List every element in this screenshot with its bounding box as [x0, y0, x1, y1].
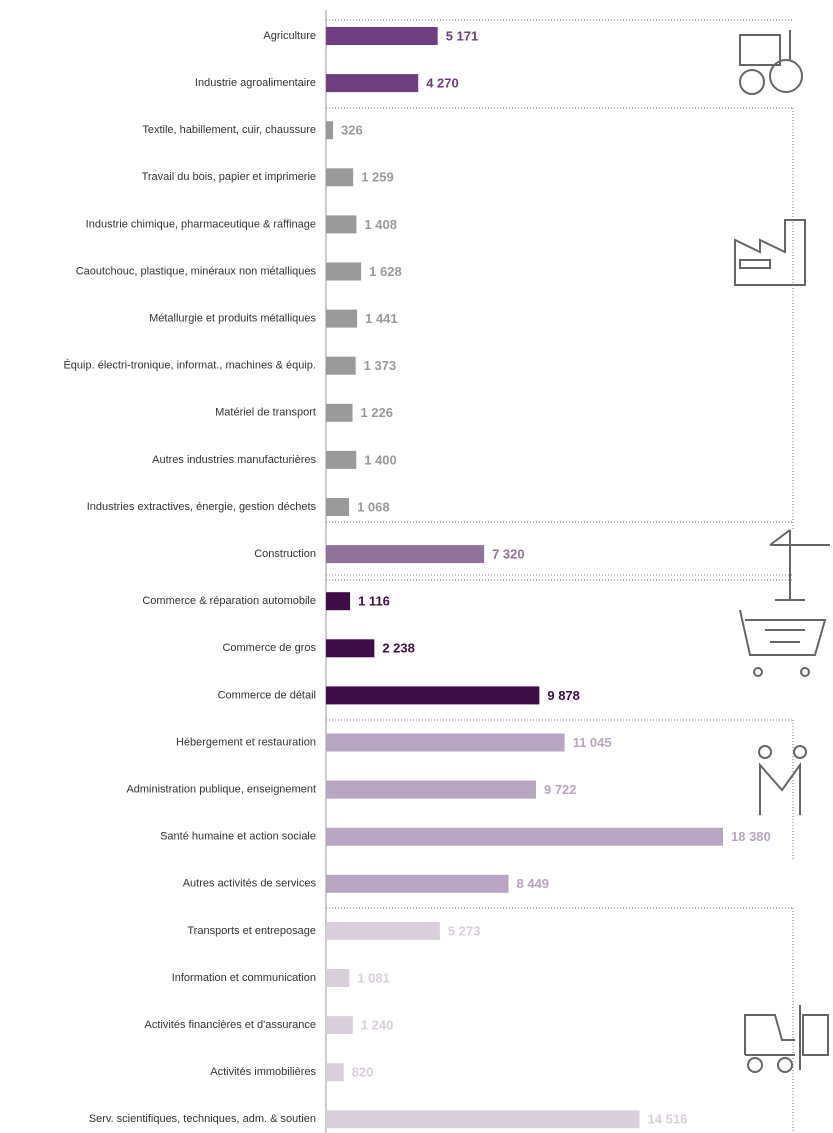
bar	[326, 1016, 353, 1035]
value-label: 1 628	[369, 264, 402, 279]
bar	[326, 309, 358, 328]
value-label: 7 320	[492, 547, 525, 562]
category-label: Hébergement et restauration	[176, 736, 316, 748]
value-label: 9 722	[544, 782, 577, 797]
category-label: Industrie agroalimentaire	[195, 77, 316, 89]
category-label: Commerce de détail	[218, 689, 316, 701]
value-label: 14 516	[648, 1112, 688, 1127]
category-label: Travail du bois, papier et imprimerie	[142, 171, 316, 183]
category-label: Industries extractives, énergie, gestion…	[87, 501, 317, 513]
category-label: Transports et entreposage	[187, 925, 316, 937]
bar	[326, 74, 419, 93]
bar	[326, 356, 356, 375]
category-label: Textile, habillement, cuir, chaussure	[142, 124, 316, 136]
bar	[326, 1063, 344, 1082]
value-label: 9 878	[547, 688, 580, 703]
value-label: 1 081	[357, 970, 390, 985]
bar	[326, 592, 351, 611]
value-label: 1 068	[357, 499, 390, 514]
bar	[326, 403, 353, 422]
bar	[326, 686, 540, 705]
bar	[326, 545, 485, 564]
bar	[326, 121, 334, 140]
bar	[326, 969, 350, 987]
value-label: 1 259	[361, 170, 394, 185]
bar	[326, 921, 440, 940]
category-label: Information et communication	[172, 972, 316, 984]
value-label: 1 240	[361, 1018, 394, 1033]
category-label: Activités immobilières	[210, 1066, 316, 1078]
bar	[326, 733, 565, 752]
group-frames	[326, 19, 794, 1133]
value-label: 8 449	[516, 876, 549, 891]
bar	[326, 262, 362, 281]
category-label: Équip. électri-tronique, informat., mach…	[63, 359, 316, 372]
bar	[326, 874, 509, 893]
value-label: 5 273	[448, 923, 481, 938]
value-label: 2 238	[382, 641, 415, 656]
bar	[326, 498, 350, 516]
value-label: 1 441	[365, 311, 398, 326]
category-label: Autres industries manufacturières	[152, 454, 316, 466]
category-label: Métallurgie et produits métalliques	[149, 313, 316, 325]
category-label: Commerce & réparation automobile	[142, 595, 316, 607]
icons	[734, 30, 830, 1073]
bar	[326, 168, 354, 187]
category-label: Santé humaine et action sociale	[160, 831, 316, 843]
bar	[326, 215, 357, 234]
value-label: 11 045	[573, 735, 612, 750]
category-label: Serv. scientifiques, techniques, adm. & …	[89, 1113, 316, 1125]
bar	[326, 827, 723, 846]
category-label: Commerce de gros	[222, 642, 316, 654]
bar	[326, 1110, 640, 1129]
category-label: Activités financières et d'assurance	[145, 1019, 316, 1031]
value-label: 1 226	[360, 405, 393, 420]
bar	[326, 27, 438, 45]
bar	[326, 639, 375, 658]
value-label: 5 171	[446, 28, 479, 43]
bar	[326, 450, 357, 469]
category-label: Agriculture	[263, 30, 316, 42]
category-label: Autres activités de services	[183, 878, 317, 890]
bar	[326, 780, 536, 799]
category-label: Administration publique, enseignement	[126, 784, 316, 796]
value-label: 820	[352, 1065, 374, 1080]
category-label: Industrie chimique, pharmaceutique & raf…	[86, 218, 316, 230]
value-label: 1 373	[364, 358, 397, 373]
value-label: 326	[341, 123, 363, 138]
value-label: 1 400	[364, 452, 397, 467]
value-label: 1 116	[358, 594, 390, 609]
category-label: Caoutchouc, plastique, minéraux non méta…	[76, 265, 317, 277]
category-label: Construction	[254, 548, 316, 560]
value-label: 18 380	[731, 829, 771, 844]
category-label: Matériel de transport	[215, 407, 316, 419]
value-label: 4 270	[426, 76, 459, 91]
value-label: 1 408	[364, 217, 397, 232]
